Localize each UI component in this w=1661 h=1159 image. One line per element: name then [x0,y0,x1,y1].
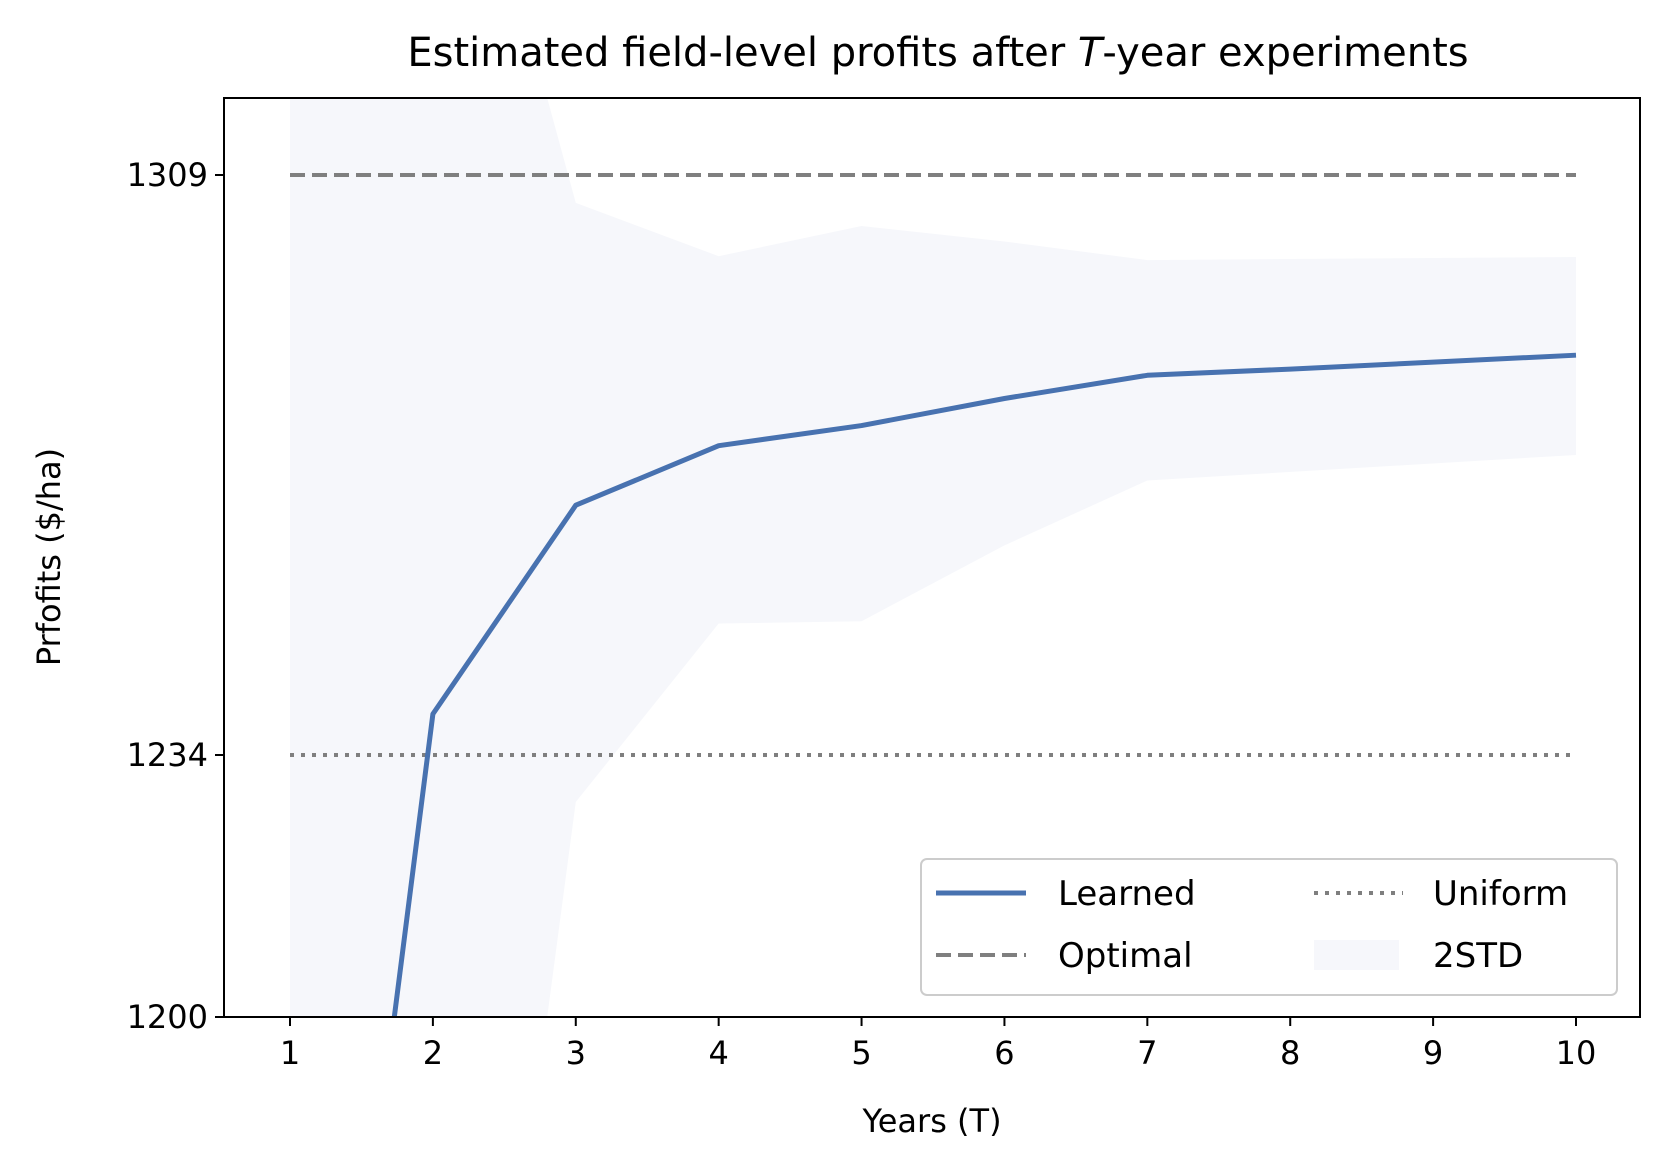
x-tick-label: 10 [1556,1034,1597,1072]
legend: Learned Optimal Uniform 2STD [920,858,1618,996]
legend-label-2std: 2STD [1433,936,1523,976]
x-tick-label: 2 [423,1034,443,1072]
chart-title-italic: T [1078,30,1106,76]
x-tick-label: 8 [1280,1034,1300,1072]
y-tick-label: 1234 [127,736,208,774]
y-tick-label: 1200 [127,998,208,1036]
chart-title-prefix: Estimated field-level profits after [407,30,1078,76]
legend-label-optimal: Optimal [1058,936,1193,976]
line-learned [391,352,1577,1017]
plot-layer [290,98,1577,1017]
x-tick-label: 5 [851,1034,871,1072]
x-tick-label: 9 [1423,1034,1443,1072]
legend-label-learned: Learned [1058,874,1196,914]
x-tick-label: 3 [566,1034,586,1072]
x-tick-label: 6 [994,1034,1014,1072]
legend-swatch-2std [1314,940,1399,970]
plot-area [290,98,1577,1017]
x-tick-label: 4 [708,1034,728,1072]
chart-title-suffix: -year experiments [1102,30,1468,76]
x-axis-ticks: 1 2 3 4 5 6 7 8 9 10 [280,1017,1597,1072]
y-axis-label: Prfofits ($/ha) [30,448,68,666]
axes-frame [223,97,1641,1018]
legend-label-uniform: Uniform [1433,874,1568,914]
x-tick-label: 1 [280,1034,300,1072]
chart-title: Estimated field-level profits after T-ye… [407,30,1468,76]
y-axis-ticks: 1200 1234 1309 [127,156,224,1036]
band-2std [290,98,1576,1017]
legend-box [920,858,1618,996]
x-axis-label: Years (T) [861,1102,1001,1140]
x-tick-label: 7 [1137,1034,1157,1072]
y-tick-label: 1309 [127,156,208,194]
